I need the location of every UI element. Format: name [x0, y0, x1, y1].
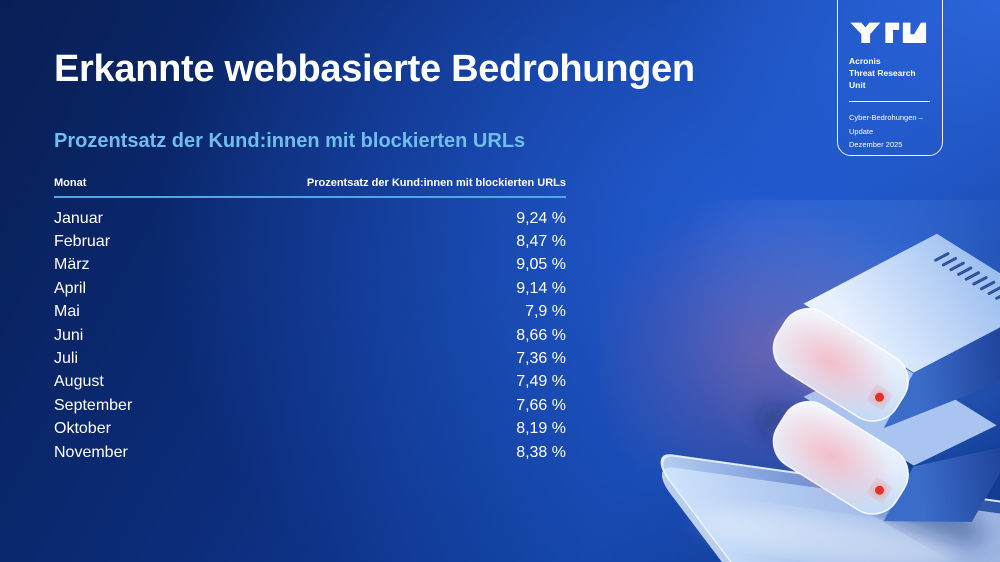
month-cell: Januar: [54, 209, 103, 227]
drive-indicator-dot: [875, 392, 885, 402]
table-row: Juni 8,66 %: [54, 324, 566, 347]
month-cell: März: [54, 256, 90, 274]
month-cell: Mai: [54, 303, 80, 321]
month-cell: August: [54, 373, 104, 391]
column-header-month: Monat: [54, 177, 87, 189]
page-title: Erkannte webbasierte Bedrohungen: [54, 48, 695, 90]
table-row: April 9,14 %: [54, 277, 566, 300]
org-line-3: Unit: [849, 80, 866, 90]
acronis-tru-logo-icon: [850, 22, 927, 43]
value-cell: 8,19 %: [516, 420, 566, 438]
value-cell: 8,66 %: [516, 326, 566, 344]
drive-slot-light: [791, 424, 875, 480]
table-row: Mai 7,9 %: [54, 301, 566, 324]
table-row: März 9,05 %: [54, 254, 566, 277]
table-row: Januar 9,24 %: [54, 207, 566, 230]
page-subtitle: Prozentsatz der Kund:innen mit blockiert…: [54, 130, 526, 152]
month-cell: Juni: [54, 326, 84, 344]
table-row: August 7,49 %: [54, 371, 566, 394]
month-cell: April: [54, 279, 87, 297]
table-body: Januar 9,24 % Februar 8,47 % März 9,05 %…: [54, 207, 566, 464]
table-row: Februar 8,47 %: [54, 230, 566, 253]
value-cell: 7,66 %: [516, 396, 566, 414]
drive-slot-light: [791, 331, 875, 387]
drive-bottom: [765, 356, 1000, 522]
month-cell: Oktober: [54, 420, 111, 438]
table-row: Oktober 8,19 %: [54, 418, 566, 441]
vent-slots: [934, 252, 1000, 300]
value-cell: 9,14 %: [516, 279, 566, 297]
column-header-value: Prozentsatz der Kund:innen mit blockiert…: [306, 177, 566, 189]
drive-top: [764, 233, 1000, 436]
org-name: Acronis Threat Research Unit: [849, 55, 931, 91]
glass-platform: [660, 405, 1000, 562]
value-cell: 8,38 %: [516, 443, 566, 461]
badge-divider: [849, 101, 930, 102]
tru-badge: Acronis Threat Research Unit Cyber-Bedro…: [837, 0, 943, 156]
month-cell: November: [54, 443, 128, 461]
value-cell: 7,49 %: [516, 373, 566, 391]
threats-table: Monat Prozentsatz der Kund:innen mit blo…: [54, 177, 566, 464]
month-cell: Juli: [54, 350, 79, 368]
month-cell: September: [54, 396, 133, 414]
table-header-divider: [54, 196, 566, 198]
context-line-3: Dezember 2025: [849, 140, 903, 149]
table-header-row: Monat Prozentsatz der Kund:innen mit blo…: [54, 177, 566, 189]
table-row: Juli 7,36 %: [54, 347, 566, 370]
table-row: September 7,66 %: [54, 394, 566, 417]
blue-glow: [670, 200, 1000, 490]
context-line-1: Cyber-Bedrohungen –: [849, 113, 923, 122]
value-cell: 7,36 %: [516, 350, 566, 368]
org-line-2: Threat Research: [849, 68, 916, 78]
value-cell: 8,47 %: [516, 233, 566, 251]
table-row: November 8,38 %: [54, 441, 566, 464]
red-glow: [600, 200, 935, 520]
org-line-1: Acronis: [849, 56, 881, 66]
value-cell: 9,24 %: [516, 209, 566, 227]
value-cell: 9,05 %: [516, 256, 566, 274]
storage-drives-illustration: [600, 200, 1000, 562]
drive-indicator-dot: [875, 485, 885, 495]
value-cell: 7,9 %: [525, 303, 566, 321]
context-line-2: Update: [849, 126, 874, 136]
month-cell: Februar: [54, 233, 111, 251]
report-context: Cyber-Bedrohungen – Update Dezember 2025: [849, 111, 931, 152]
